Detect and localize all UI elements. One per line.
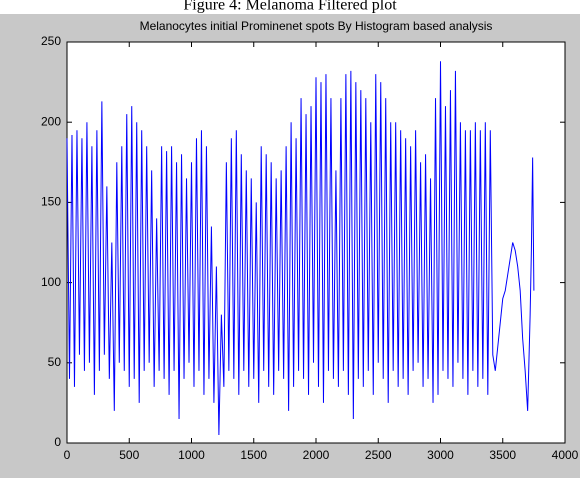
x-tick-label: 0	[64, 448, 71, 462]
x-tick-label: 500	[119, 448, 139, 462]
x-tick-label: 3500	[489, 448, 516, 462]
data-line	[66, 61, 535, 435]
x-tick-label: 2500	[365, 448, 392, 462]
x-tick-label: 3000	[427, 448, 454, 462]
caption: Figure 4: Melanoma Filtered plot	[183, 0, 397, 14]
y-tick-label: 50	[48, 355, 62, 369]
y-tick-label: 250	[41, 34, 61, 48]
y-tick-label: 150	[41, 195, 61, 209]
y-tick-label: 100	[41, 275, 61, 289]
y-tick-label: 200	[41, 114, 61, 128]
chart-title: Melanocytes initial Prominenet spots By …	[140, 19, 493, 33]
x-tick-label: 2000	[303, 448, 330, 462]
x-tick-label: 4000	[552, 448, 579, 462]
x-tick-label: 1000	[178, 448, 205, 462]
x-tick-label: 1500	[240, 448, 267, 462]
y-tick-label: 0	[54, 435, 61, 449]
